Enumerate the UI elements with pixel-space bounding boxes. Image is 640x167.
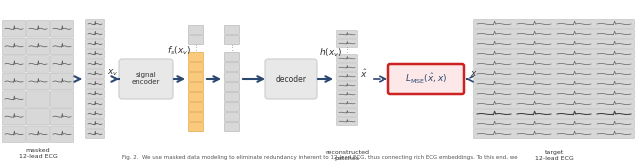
FancyBboxPatch shape (474, 90, 634, 99)
FancyBboxPatch shape (86, 129, 104, 138)
FancyBboxPatch shape (225, 72, 239, 81)
FancyBboxPatch shape (189, 62, 204, 71)
FancyBboxPatch shape (474, 100, 634, 109)
FancyBboxPatch shape (337, 81, 358, 90)
FancyBboxPatch shape (189, 72, 204, 81)
FancyBboxPatch shape (474, 59, 634, 68)
Text: $x_v$: $x_v$ (107, 68, 118, 78)
Text: masked
12-lead ECG: masked 12-lead ECG (19, 148, 58, 159)
FancyBboxPatch shape (51, 73, 74, 90)
FancyBboxPatch shape (86, 120, 104, 128)
Text: $f_s(x_v)$: $f_s(x_v)$ (168, 44, 191, 57)
FancyBboxPatch shape (337, 72, 358, 80)
FancyBboxPatch shape (225, 62, 239, 71)
FancyBboxPatch shape (474, 120, 634, 128)
FancyBboxPatch shape (474, 129, 634, 138)
FancyBboxPatch shape (86, 90, 104, 99)
FancyBboxPatch shape (474, 79, 634, 89)
FancyBboxPatch shape (225, 52, 239, 61)
FancyBboxPatch shape (474, 69, 634, 78)
Text: signal
encoder: signal encoder (132, 72, 160, 86)
FancyBboxPatch shape (119, 59, 173, 99)
FancyBboxPatch shape (189, 113, 204, 122)
FancyBboxPatch shape (388, 64, 464, 94)
FancyBboxPatch shape (86, 40, 104, 48)
FancyBboxPatch shape (3, 108, 26, 125)
FancyBboxPatch shape (189, 123, 204, 131)
FancyBboxPatch shape (337, 54, 358, 62)
FancyBboxPatch shape (337, 91, 358, 99)
FancyBboxPatch shape (51, 126, 74, 142)
Text: decoder: decoder (275, 74, 307, 84)
FancyBboxPatch shape (26, 108, 49, 125)
FancyBboxPatch shape (189, 26, 204, 35)
FancyBboxPatch shape (225, 26, 239, 35)
FancyBboxPatch shape (189, 52, 204, 61)
Text: ⋮: ⋮ (193, 44, 200, 50)
Text: ⋮: ⋮ (344, 46, 351, 52)
FancyBboxPatch shape (51, 56, 74, 72)
FancyBboxPatch shape (337, 31, 358, 39)
FancyBboxPatch shape (26, 21, 49, 37)
Text: $\hat{x}$: $\hat{x}$ (360, 68, 367, 80)
Text: $L_{\mathrm{MSE}}(\hat{x}, x)$: $L_{\mathrm{MSE}}(\hat{x}, x)$ (405, 72, 447, 86)
FancyBboxPatch shape (3, 126, 26, 142)
FancyBboxPatch shape (474, 49, 634, 58)
FancyBboxPatch shape (86, 59, 104, 68)
FancyBboxPatch shape (51, 108, 74, 125)
FancyBboxPatch shape (26, 126, 49, 142)
FancyBboxPatch shape (86, 30, 104, 39)
FancyBboxPatch shape (337, 118, 358, 125)
FancyBboxPatch shape (86, 79, 104, 89)
FancyBboxPatch shape (189, 36, 204, 44)
FancyBboxPatch shape (51, 38, 74, 55)
FancyBboxPatch shape (474, 30, 634, 39)
FancyBboxPatch shape (3, 56, 26, 72)
FancyBboxPatch shape (225, 93, 239, 102)
Text: $h(x_v)$: $h(x_v)$ (319, 46, 342, 59)
FancyBboxPatch shape (189, 82, 204, 92)
FancyBboxPatch shape (474, 40, 634, 48)
FancyBboxPatch shape (337, 63, 358, 71)
FancyBboxPatch shape (337, 40, 358, 47)
FancyBboxPatch shape (86, 110, 104, 119)
FancyBboxPatch shape (189, 103, 204, 112)
Text: target
12-lead ECG: target 12-lead ECG (534, 150, 573, 161)
Text: reconstructed
patches: reconstructed patches (325, 150, 369, 161)
FancyBboxPatch shape (474, 20, 634, 29)
FancyBboxPatch shape (86, 69, 104, 78)
FancyBboxPatch shape (3, 21, 26, 37)
FancyBboxPatch shape (3, 38, 26, 55)
FancyBboxPatch shape (51, 91, 74, 107)
Text: Fig. 2.  We use masked data modeling to eliminate redundancy inherent to 12-lead: Fig. 2. We use masked data modeling to e… (122, 155, 518, 160)
FancyBboxPatch shape (26, 91, 49, 107)
FancyBboxPatch shape (3, 73, 26, 90)
FancyBboxPatch shape (337, 100, 358, 108)
FancyBboxPatch shape (3, 91, 26, 107)
FancyBboxPatch shape (86, 49, 104, 58)
FancyBboxPatch shape (337, 109, 358, 117)
Text: $x$: $x$ (470, 69, 477, 78)
FancyBboxPatch shape (189, 93, 204, 102)
FancyBboxPatch shape (51, 21, 74, 37)
FancyBboxPatch shape (26, 56, 49, 72)
Text: ⋮: ⋮ (228, 44, 236, 50)
FancyBboxPatch shape (86, 20, 104, 29)
FancyBboxPatch shape (225, 103, 239, 112)
FancyBboxPatch shape (225, 123, 239, 131)
FancyBboxPatch shape (26, 73, 49, 90)
FancyBboxPatch shape (86, 100, 104, 109)
FancyBboxPatch shape (26, 38, 49, 55)
FancyBboxPatch shape (225, 82, 239, 92)
FancyBboxPatch shape (225, 113, 239, 122)
FancyBboxPatch shape (225, 36, 239, 44)
FancyBboxPatch shape (265, 59, 317, 99)
FancyBboxPatch shape (474, 110, 634, 119)
